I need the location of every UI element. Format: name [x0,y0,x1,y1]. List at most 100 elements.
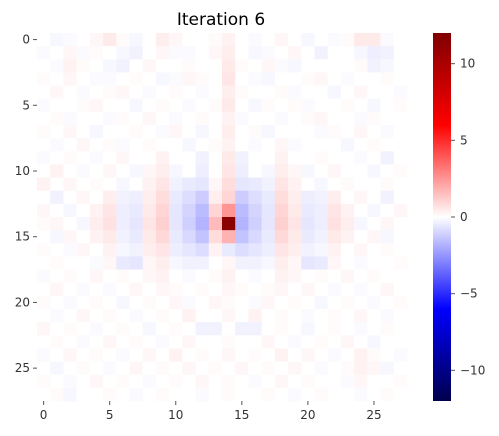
heatmap-cell [37,348,51,362]
colorbar-tick-label: −10 [460,363,485,377]
heatmap-cell [222,335,236,349]
heatmap-cell [261,190,276,205]
heatmap-cell [314,374,329,389]
heatmap-cell [327,72,342,86]
heatmap-cell [261,33,276,47]
heatmap-cell [288,322,302,336]
heatmap-cell [50,33,64,47]
heatmap-cell [248,125,263,139]
heatmap-cell [63,335,78,349]
heatmap-cell [76,177,91,192]
heatmap-cell [155,243,170,257]
heatmap-cell [380,282,395,297]
heatmap-cell [129,85,144,100]
heatmap-cell [182,348,196,362]
heatmap-cell [89,177,104,192]
heatmap-cell [288,269,302,284]
heatmap-cell [222,72,236,86]
heatmap-cell [89,309,104,323]
heatmap-cell [380,177,395,192]
heatmap-cell [301,85,315,100]
heatmap-cell [380,190,395,205]
heatmap-cell [37,98,51,113]
heatmap-cell [50,72,64,86]
heatmap-cell [327,98,342,113]
heatmap-cell [393,72,408,86]
heatmap-cell [354,59,368,73]
heatmap-cell [169,98,183,113]
heatmap-cell [248,269,263,284]
heatmap-cell [37,151,51,165]
heatmap-cell [340,125,355,139]
heatmap-cell [367,46,381,60]
heatmap-cell [301,295,315,310]
heatmap-cell [248,151,263,165]
heatmap-cell [50,309,64,323]
heatmap-cell [340,348,355,362]
heatmap-cell [142,348,157,362]
heatmap-cell [169,46,183,60]
heatmap-cell [182,374,196,389]
heatmap-cell [76,230,91,244]
heatmap-cell [367,243,381,257]
heatmap-cell [288,46,302,60]
heatmap-cell [274,269,289,284]
heatmap-cell [274,243,289,257]
heatmap-cell [76,374,91,389]
heatmap-cells [37,33,408,402]
heatmap-cell [248,164,263,178]
heatmap-cell [89,243,104,257]
heatmap-cell [393,85,408,100]
heatmap-cell [301,269,315,284]
heatmap-cell [129,164,144,178]
y-tick-label: 0 [22,33,30,47]
heatmap-cell [89,256,104,270]
heatmap-cell [380,33,395,47]
heatmap-cell [182,177,196,192]
heatmap-cell [182,190,196,205]
heatmap-cell [314,72,329,86]
heatmap-cell [50,111,64,126]
heatmap-cell [208,282,223,297]
heatmap-cell [129,111,144,126]
heatmap-cell [103,256,117,270]
heatmap-cell [63,387,78,402]
heatmap-cell [367,72,381,86]
heatmap-cell [129,125,144,139]
heatmap-cell [288,335,302,349]
heatmap-cell [142,177,157,192]
heatmap-cell [76,217,91,231]
heatmap-cell [235,203,249,218]
heatmap-cell [235,230,249,244]
heatmap-cell [327,282,342,297]
heatmap-cell [340,387,355,402]
heatmap-cell [354,46,368,60]
heatmap-cell [248,217,263,231]
heatmap-cell [367,151,381,165]
heatmap-cell [248,190,263,205]
heatmap-cell [314,335,329,349]
heatmap-cell [327,111,342,126]
heatmap-cell [169,309,183,323]
y-tick-label: 10 [15,164,30,178]
heatmap-cell [208,33,223,47]
heatmap-cell [314,98,329,113]
heatmap-cell [367,59,381,73]
heatmap-cell [116,335,130,349]
heatmap-cell [340,256,355,270]
heatmap-cell [354,138,368,152]
heatmap-cell [314,282,329,297]
heatmap-cell [169,348,183,362]
heatmap-cell [89,85,104,100]
y-tick-label: 5 [22,98,30,112]
heatmap-cell [340,190,355,205]
heatmap-cell [37,85,51,100]
heatmap-cell [235,387,249,402]
heatmap-cell [89,230,104,244]
heatmap-cell [340,138,355,152]
heatmap-cell [274,72,289,86]
heatmap-cell [367,125,381,139]
heatmap-cell [50,98,64,113]
heatmap-cell [314,309,329,323]
heatmap-cell [208,85,223,100]
